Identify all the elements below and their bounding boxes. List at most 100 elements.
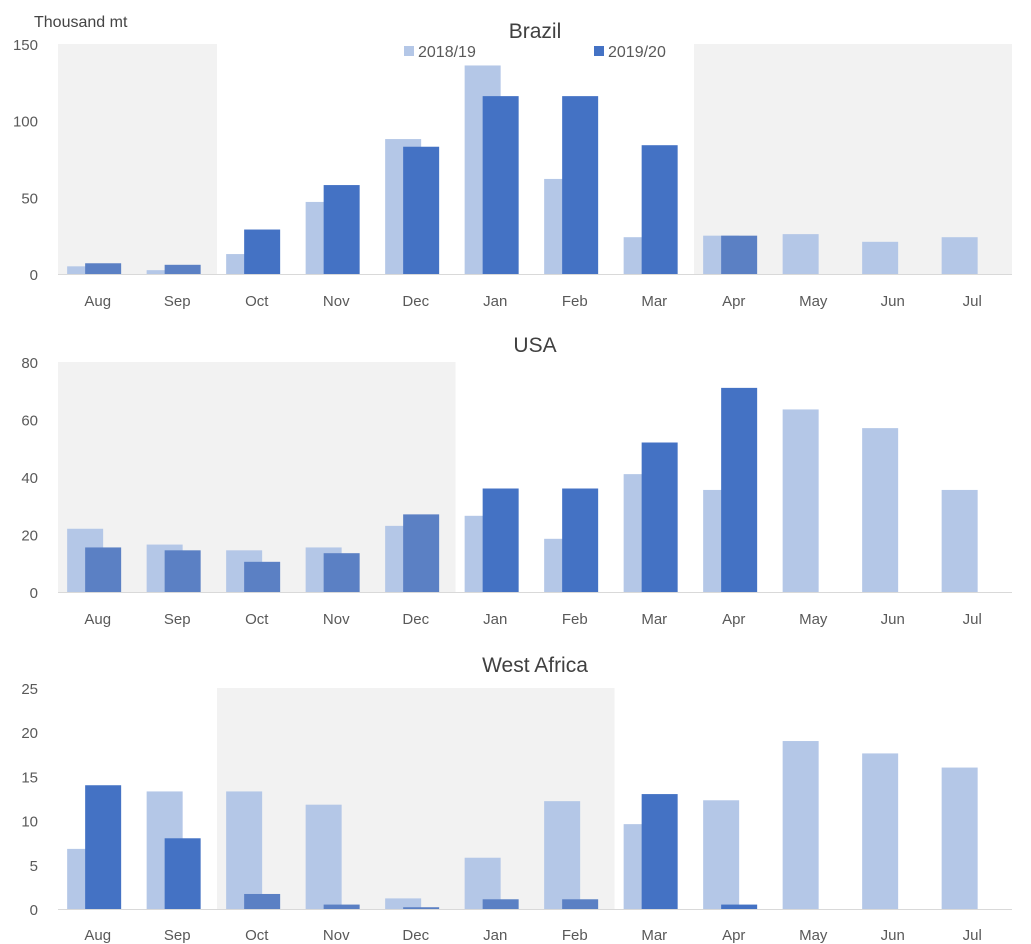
x-tick-label: Feb (562, 293, 588, 310)
x-tick-label: Feb (562, 611, 588, 628)
x-tick-label: Jan (483, 611, 507, 628)
y-tick-label: 80 (21, 355, 38, 372)
y-tick-label: 0 (30, 585, 38, 602)
x-tick-label: Oct (245, 293, 269, 310)
x-tick-label: May (799, 293, 828, 310)
x-tick-label: Oct (245, 927, 269, 944)
y-tick-label: 40 (21, 470, 38, 487)
bar-2019-20 (403, 907, 439, 909)
unit-label: Thousand mt (34, 14, 127, 32)
chart-title: Brazil (509, 20, 562, 43)
x-tick-label: Jul (963, 927, 982, 944)
x-tick-label: May (799, 611, 828, 628)
bar-2019-20 (483, 899, 519, 909)
x-tick-label: Dec (402, 293, 429, 310)
x-tick-label: Jun (881, 611, 905, 628)
x-tick-label: Jun (881, 927, 905, 944)
chart-title: West Africa (482, 654, 588, 677)
x-tick-label: Apr (722, 611, 745, 628)
x-tick-label: Jul (963, 611, 982, 628)
legend-label: 2018/19 (418, 44, 476, 61)
bar-2019-20 (85, 547, 121, 592)
bar-2019-20 (324, 553, 360, 592)
bar-2018-19 (544, 801, 580, 909)
x-tick-label: Jan (483, 927, 507, 944)
chart-legend: 2018/19 2019/20 (404, 44, 666, 61)
x-tick-label: May (799, 927, 828, 944)
legend-swatch (404, 46, 414, 56)
bar-2019-20 (562, 899, 598, 909)
y-tick-label: 0 (30, 902, 38, 919)
x-tick-label: Feb (562, 927, 588, 944)
bar-2019-20 (721, 236, 757, 274)
x-tick-label: Apr (722, 293, 745, 310)
x-tick-label: Jun (881, 293, 905, 310)
bar-2019-20 (244, 230, 280, 274)
chart-title: USA (513, 334, 556, 357)
bar-2018-19 (942, 237, 978, 274)
bar-2019-20 (324, 185, 360, 274)
y-tick-label: 60 (21, 413, 38, 430)
y-tick-label: 50 (21, 190, 38, 207)
y-tick-label: 5 (30, 858, 38, 875)
bar-2018-19 (942, 768, 978, 909)
y-tick-label: 0 (30, 267, 38, 284)
y-tick-label: 10 (21, 814, 38, 831)
bar-2019-20 (165, 550, 201, 592)
bar-2019-20 (324, 905, 360, 909)
x-tick-label: Sep (164, 293, 191, 310)
x-tick-label: Dec (402, 927, 429, 944)
bar-2019-20 (85, 785, 121, 909)
bar-2019-20 (403, 147, 439, 274)
x-tick-label: Mar (641, 611, 667, 628)
y-tick-label: 100 (13, 114, 38, 131)
y-tick-label: 25 (21, 681, 38, 698)
bar-2018-19 (226, 791, 262, 909)
x-tick-label: Mar (641, 927, 667, 944)
bar-2018-19 (306, 805, 342, 909)
y-tick-label: 20 (21, 528, 38, 545)
legend-label: 2019/20 (608, 44, 666, 61)
bar-2019-20 (403, 514, 439, 592)
x-tick-label: Nov (323, 927, 350, 944)
x-tick-label: Nov (323, 611, 350, 628)
x-tick-label: Jan (483, 293, 507, 310)
bar-2018-19 (783, 741, 819, 909)
bar-2019-20 (483, 489, 519, 593)
bar-2019-20 (642, 794, 678, 909)
legend-swatch (594, 46, 604, 56)
x-tick-label: Sep (164, 611, 191, 628)
x-tick-label: Dec (402, 611, 429, 628)
x-tick-label: Sep (164, 927, 191, 944)
bar-2019-20 (244, 562, 280, 592)
chart-panel-1: USA 0 20 40 60 80 Aug Sep Oct Nov Dec Jan Feb Mar Apr M… (21, 334, 1012, 628)
bar-2018-19 (703, 800, 739, 909)
x-tick-label: Mar (641, 293, 667, 310)
x-tick-label: Aug (84, 927, 111, 944)
bar-2019-20 (642, 443, 678, 593)
bar-2019-20 (562, 96, 598, 274)
y-tick-label: 20 (21, 725, 38, 742)
chart-panel-2: West Africa 0 5 10 15 20 25 Aug Sep Oct Nov Dec Jan F… (21, 654, 1012, 944)
x-tick-label: Jul (963, 293, 982, 310)
bar-2019-20 (562, 489, 598, 593)
bar-2019-20 (721, 905, 757, 909)
bar-2018-19 (862, 753, 898, 909)
chart-panel-0: Brazil 0 50 100 150 Aug Sep Oct Nov Dec Jan Feb Mar A… (13, 20, 1012, 310)
x-tick-label: Aug (84, 611, 111, 628)
y-tick-label: 15 (21, 769, 38, 786)
bar-2019-20 (244, 894, 280, 909)
bar-2019-20 (721, 388, 757, 592)
bar-2019-20 (85, 263, 121, 274)
bar-2018-19 (783, 234, 819, 274)
shaded-region (58, 44, 217, 274)
x-tick-label: Oct (245, 611, 269, 628)
x-tick-label: Aug (84, 293, 111, 310)
bar-2018-19 (862, 428, 898, 592)
bar-2019-20 (165, 838, 201, 909)
bar-2018-19 (783, 409, 819, 592)
bar-2018-19 (942, 490, 978, 592)
bar-2019-20 (483, 96, 519, 274)
